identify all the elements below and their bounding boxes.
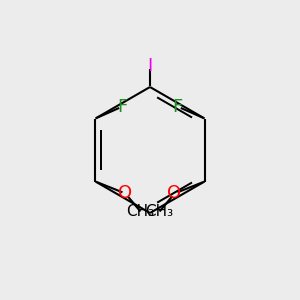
- Text: F: F: [172, 98, 183, 116]
- Text: O: O: [167, 184, 182, 202]
- Text: CH₃: CH₃: [146, 204, 174, 219]
- Text: O: O: [118, 184, 133, 202]
- Text: I: I: [147, 57, 153, 75]
- Text: F: F: [117, 98, 128, 116]
- Text: CH₃: CH₃: [126, 204, 154, 219]
